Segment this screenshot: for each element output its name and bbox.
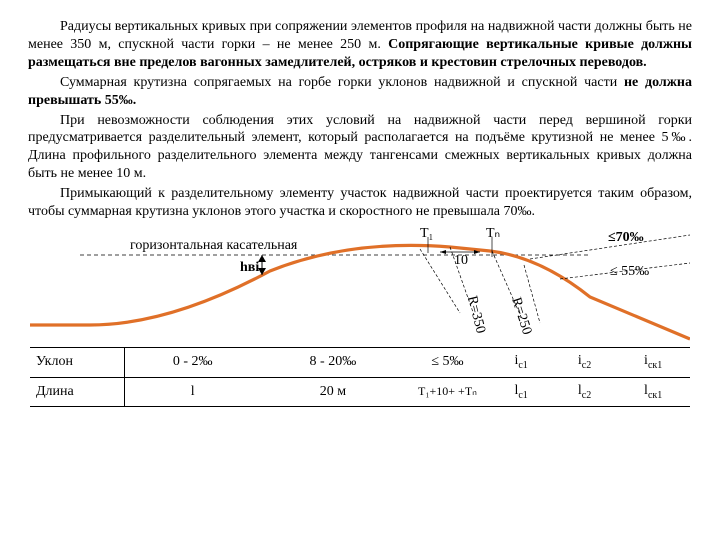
cell: 0 - 2‰	[125, 347, 261, 377]
p2a: Суммарная крутизна сопрягаемых на горбе …	[60, 75, 624, 90]
cell: lс2	[553, 377, 616, 407]
le70-label: ≤70‰	[608, 230, 644, 245]
cell: lск1	[616, 377, 690, 407]
r350-label: R=350	[464, 294, 488, 335]
profile-curve	[30, 245, 690, 339]
cell: ≤ 5‰	[406, 347, 490, 377]
cell: lс1	[489, 377, 552, 407]
cell: iс2	[553, 347, 616, 377]
para-1: Радиусы вертикальных кривых при сопряжен…	[28, 18, 692, 72]
row1-label: Уклон	[30, 347, 125, 377]
horiz-label: горизонтальная касательная	[130, 238, 298, 253]
profile-diagram: горизонтальная касательная hвi Т₁ Тₙ 10 …	[30, 227, 690, 347]
le55-label: ≤ 55‰	[610, 264, 649, 279]
cell: iск1	[616, 347, 690, 377]
table-row: Уклон 0 - 2‰ 8 - 20‰ ≤ 5‰ iс1 iс2 iск1	[30, 347, 690, 377]
para-4: Примыкающий к разделительному элементу у…	[28, 185, 692, 221]
cell: 20 м	[260, 377, 405, 407]
cell: l	[125, 377, 261, 407]
h-label: hвi	[240, 260, 259, 275]
para-3: При невозможности соблюдения этих услови…	[28, 112, 692, 184]
tn-label: Тₙ	[486, 227, 500, 241]
ten-arr-l	[440, 250, 446, 254]
ten-label: 10	[454, 253, 468, 268]
params-table: Уклон 0 - 2‰ 8 - 20‰ ≤ 5‰ iс1 iс2 iск1 Д…	[30, 347, 690, 407]
row2-label: Длина	[30, 377, 125, 407]
table-row: Длина l 20 м Т₁+10+ +Тₙ lс1 lс2 lск1	[30, 377, 690, 407]
para-2: Суммарная крутизна сопрягаемых на горбе …	[28, 74, 692, 110]
cell: iс1	[489, 347, 552, 377]
cell: Т₁+10+ +Тₙ	[406, 377, 490, 407]
diagram-svg: горизонтальная касательная hвi Т₁ Тₙ 10 …	[30, 227, 690, 347]
r250-label: R=250	[508, 296, 534, 337]
cell: 8 - 20‰	[260, 347, 405, 377]
t1-label: Т₁	[420, 227, 433, 241]
